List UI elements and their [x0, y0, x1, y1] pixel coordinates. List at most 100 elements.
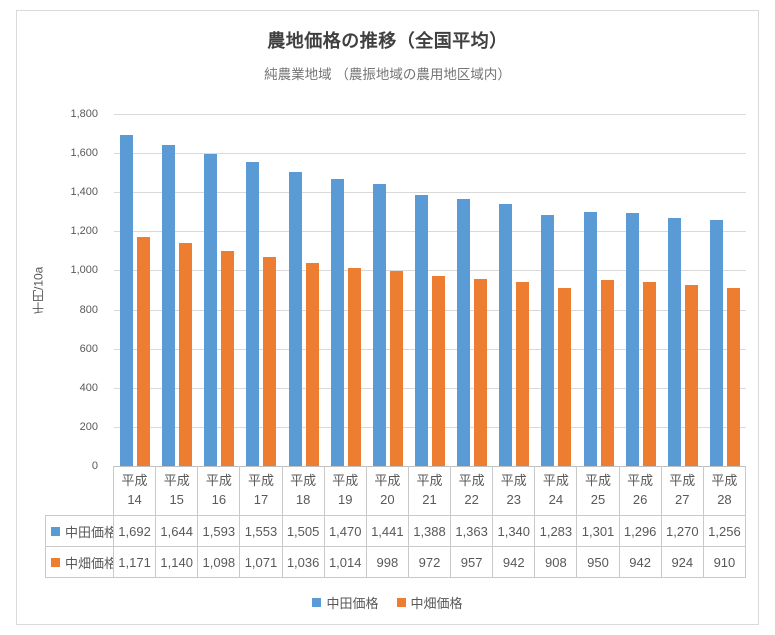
gridline	[114, 231, 746, 233]
category-era-label: 平成	[711, 472, 738, 488]
category-year-label: 23	[506, 491, 521, 507]
category-year-label: 28	[717, 491, 732, 507]
value-cell: 1,256	[703, 516, 746, 547]
bar-group	[325, 114, 367, 466]
value-cell: 1,363	[451, 516, 494, 547]
value-cell: 1,692	[114, 516, 157, 547]
gridline	[114, 426, 746, 428]
bar	[583, 211, 597, 466]
value-cell: 1,283	[535, 516, 578, 547]
category-header-cell: 平成 16	[198, 466, 241, 516]
bar	[727, 288, 741, 466]
value-cell: 972	[408, 547, 452, 578]
bar-group	[367, 114, 409, 466]
bar-group	[620, 114, 662, 466]
value-cell: 1,340	[493, 516, 536, 547]
category-era-label: 平成	[205, 472, 232, 488]
category-header-cell: 平成 23	[493, 466, 536, 516]
y-tick-label: 1,200	[70, 225, 98, 238]
category-year-label: 19	[337, 491, 353, 507]
value-cell: 1,098	[198, 547, 241, 578]
category-era-label: 平成	[374, 472, 401, 488]
bar	[179, 243, 193, 466]
category-era-label: 平成	[585, 472, 612, 488]
value-cell: 1,301	[577, 516, 620, 547]
bar	[204, 154, 218, 466]
value-cell: 1,593	[198, 516, 241, 547]
value-cell: 957	[451, 547, 494, 578]
bar	[330, 178, 344, 466]
y-axis-labels: 0 200 400 600 800 1,000 1,200 1,400 1,600 1,800	[17, 108, 106, 472]
category-era-label: 平成	[163, 472, 190, 488]
category-era-label: 平成	[542, 472, 569, 488]
category-year-label: 25	[590, 491, 606, 507]
value-cell: 1,140	[156, 547, 199, 578]
y-tick-label: 1,000	[70, 264, 98, 277]
bar-group	[156, 114, 198, 466]
bar	[221, 251, 235, 466]
bar-group	[198, 114, 240, 466]
plot-area	[114, 114, 746, 467]
gridline	[114, 153, 746, 155]
bar	[288, 171, 302, 466]
bar	[541, 215, 555, 466]
y-tick-label: 1,400	[70, 186, 98, 199]
value-cell: 910	[703, 547, 746, 578]
bar-group	[704, 114, 746, 466]
bar	[710, 220, 724, 466]
value-cell: 908	[535, 547, 578, 578]
value-cell: 1,470	[324, 516, 367, 547]
legend-key-icon	[312, 598, 322, 607]
y-tick-label: 0	[91, 460, 98, 472]
category-era-label: 平成	[121, 472, 148, 488]
chart-frame: 農地価格の推移（全国平均） 純農業地域 （農振地域の農用地区域内） 千円/10a…	[16, 10, 759, 625]
category-header-cell: 平成 17	[240, 466, 283, 516]
series-key-icon	[51, 557, 60, 567]
y-tick-label: 600	[79, 342, 98, 355]
value-cell: 1,171	[114, 547, 157, 578]
legend-item: 中田価格	[312, 593, 379, 612]
bar	[347, 267, 361, 466]
series-name-cell: 中田価格	[45, 516, 114, 547]
category-header-cell: 平成 26	[619, 466, 662, 516]
value-cell: 1,296	[619, 516, 662, 547]
bar	[625, 212, 639, 466]
legend-label: 中田価格	[326, 596, 379, 611]
legend-label: 中畑価格	[410, 596, 463, 611]
bar	[667, 217, 681, 466]
bar	[389, 270, 403, 466]
series-name-label: 中田価格	[65, 524, 114, 540]
value-cell: 950	[577, 547, 620, 578]
value-cell: 1,553	[240, 516, 283, 547]
category-header-cell: 平成 27	[661, 466, 704, 516]
value-cell: 924	[661, 547, 704, 578]
category-header-cell: 平成 24	[535, 466, 578, 516]
value-cell: 1,071	[240, 547, 283, 578]
category-header-cell: 平成 28	[703, 466, 746, 516]
bar-group	[662, 114, 704, 466]
series-name-label: 中畑価格	[65, 555, 114, 571]
category-header-cell: 平成 22	[451, 466, 494, 516]
category-year-label: 15	[169, 491, 184, 507]
gridline	[114, 114, 746, 115]
bar	[499, 203, 513, 466]
bar-group	[451, 114, 493, 466]
bar	[474, 278, 488, 466]
category-year-label: 17	[253, 491, 269, 507]
bar-group	[578, 114, 620, 466]
category-year-label: 27	[675, 491, 690, 507]
bar	[457, 199, 471, 466]
category-header-cell: 平成 15	[156, 466, 199, 516]
bar	[415, 194, 429, 466]
value-cell: 1,505	[282, 516, 325, 547]
bar	[516, 281, 530, 466]
category-year-label: 18	[295, 491, 311, 507]
gridline	[114, 192, 746, 194]
value-cell: 1,441	[366, 516, 409, 547]
value-cell: 1,388	[408, 516, 452, 547]
chart-title: 農地価格の推移（全国平均）	[267, 31, 508, 51]
y-tick-label: 800	[79, 303, 98, 316]
bars-row	[114, 114, 746, 466]
y-tick-label: 400	[79, 381, 98, 394]
bar	[372, 184, 386, 466]
